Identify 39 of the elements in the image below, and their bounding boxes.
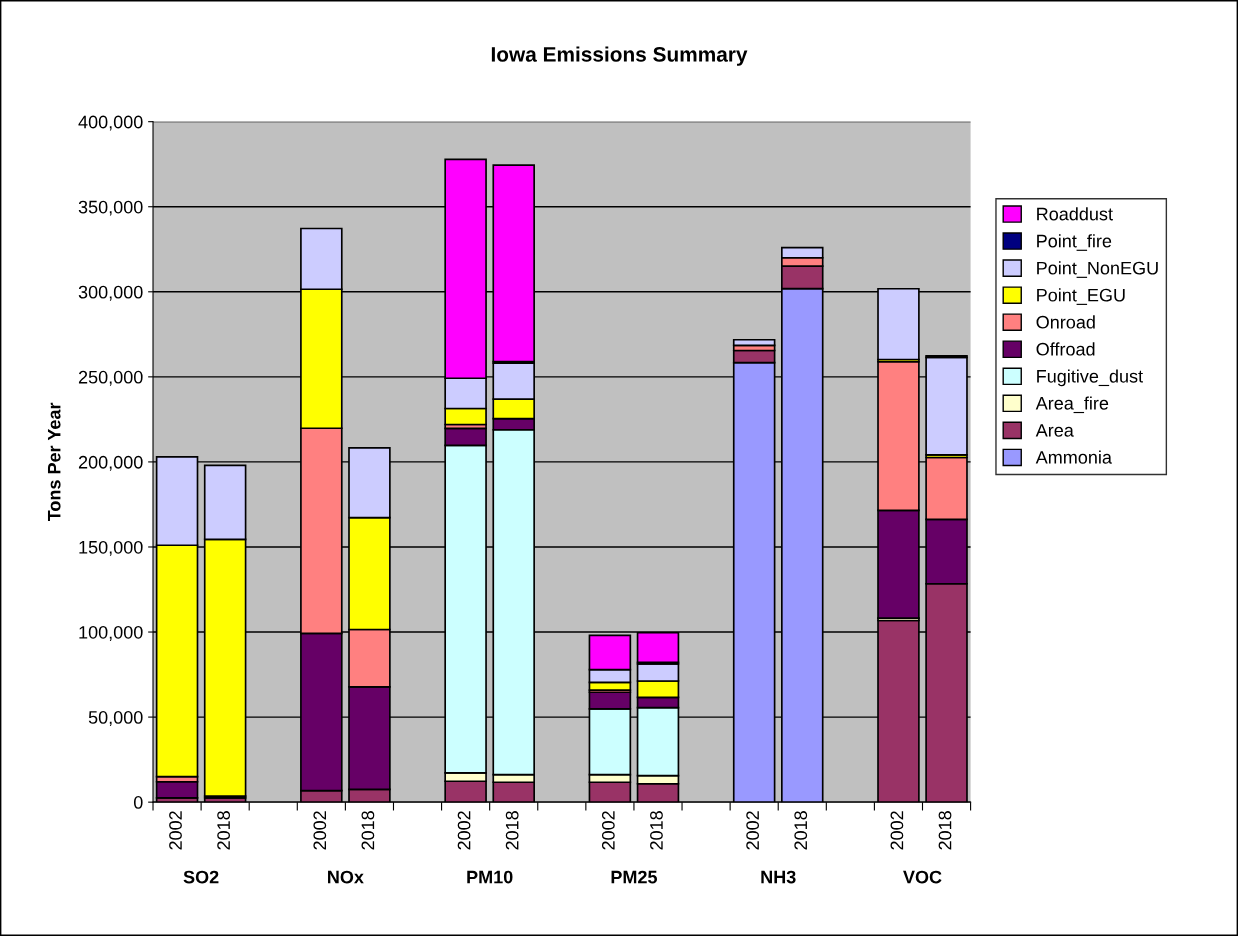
legend-label: Ammonia <box>1035 450 1112 464</box>
text: NH3 <box>761 870 796 884</box>
legend-label: Offroad <box>1036 342 1095 356</box>
chart-title: Iowa Emissions Summary <box>491 46 748 66</box>
x-tick-label: 2018 <box>361 811 375 850</box>
y-tick-label: 300,000 <box>78 285 143 301</box>
x-tick-label: 2002 <box>746 811 760 850</box>
legend-label: Point_NonEGU <box>1037 261 1158 278</box>
text: SO2 <box>183 870 219 884</box>
x-tick-label: 2002 <box>601 811 615 850</box>
y-axis-title: Tons Per Year <box>47 402 61 522</box>
legend-label: Roaddust <box>1037 207 1113 221</box>
y-tick-label: 100,000 <box>79 625 143 641</box>
legend-label: Area_fire <box>1035 396 1109 414</box>
x-tick-label: 2002 <box>169 811 182 850</box>
text: PM10 <box>467 870 513 884</box>
x-tick-label: 2018 <box>217 811 230 850</box>
x-tick-label: 2002 <box>890 811 904 850</box>
y-tick-label: 150,000 <box>79 540 143 556</box>
legend-label: Area <box>1035 424 1074 437</box>
x-tick-label: 2018 <box>938 811 952 850</box>
text: NOx <box>328 870 364 884</box>
x-tick-label: 2002 <box>313 811 327 850</box>
y-tick-label: 50,000 <box>88 711 143 726</box>
x-tick-label: 2018 <box>794 811 808 850</box>
legend-label: Onroad <box>1036 315 1095 329</box>
legend-label: Point_fire <box>1037 234 1112 251</box>
legend-label: Point_EGU <box>1037 288 1125 305</box>
y-tick-label: 350,000 <box>78 200 143 216</box>
y-tick-label: 0 <box>133 796 143 809</box>
x-tick-label: 2018 <box>505 811 519 850</box>
x-tick-label: 2002 <box>457 811 471 850</box>
y-tick-label: 200,000 <box>78 455 143 471</box>
text: PM25 <box>611 870 658 884</box>
legend-label: Fugitive_dust <box>1037 369 1143 387</box>
y-tick-label: 400,000 <box>78 115 143 131</box>
x-tick-label: 2018 <box>650 811 663 850</box>
y-tick-label: 250,000 <box>78 370 143 386</box>
text: VOC <box>903 870 942 884</box>
